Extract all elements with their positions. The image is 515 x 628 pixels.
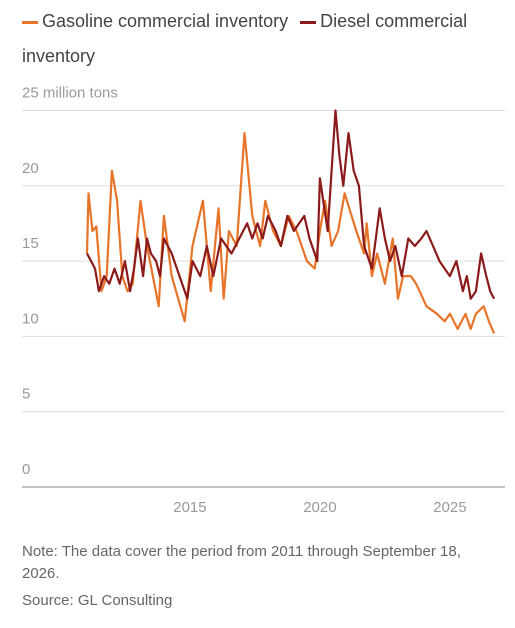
y-tick-label: 15	[22, 235, 39, 252]
series-line	[85, 132, 496, 334]
source: Source: GL Consulting	[22, 592, 173, 609]
y-tick-label: 0	[22, 461, 30, 478]
legend-swatch	[22, 20, 38, 24]
legend-item: Gasoline commercial inventory	[22, 11, 288, 31]
series-line	[86, 109, 496, 300]
legend-label: Diesel commercial inventory	[22, 11, 468, 66]
x-tick-label: 2020	[303, 499, 336, 516]
note: Note: The data cover the period from 201…	[22, 543, 461, 582]
legend-label: Gasoline commercial inventory	[42, 11, 289, 31]
legend-swatch	[300, 20, 317, 24]
legend-item: Diesel commercial inventory	[22, 11, 467, 66]
y-tick-label: 25 million tons	[22, 84, 118, 101]
x-tick-label: 2015	[173, 499, 206, 516]
legend: Gasoline commercial inventory Diesel comm…	[22, 4, 510, 74]
y-tick-label: 20	[22, 160, 39, 177]
y-tick-label: 5	[22, 386, 30, 403]
y-tick-label: 10	[22, 310, 39, 327]
chart: 0 5 10 15 20 25 million tons 2015 2020 2025	[22, 84, 505, 516]
x-tick-label: 2025	[433, 499, 466, 516]
